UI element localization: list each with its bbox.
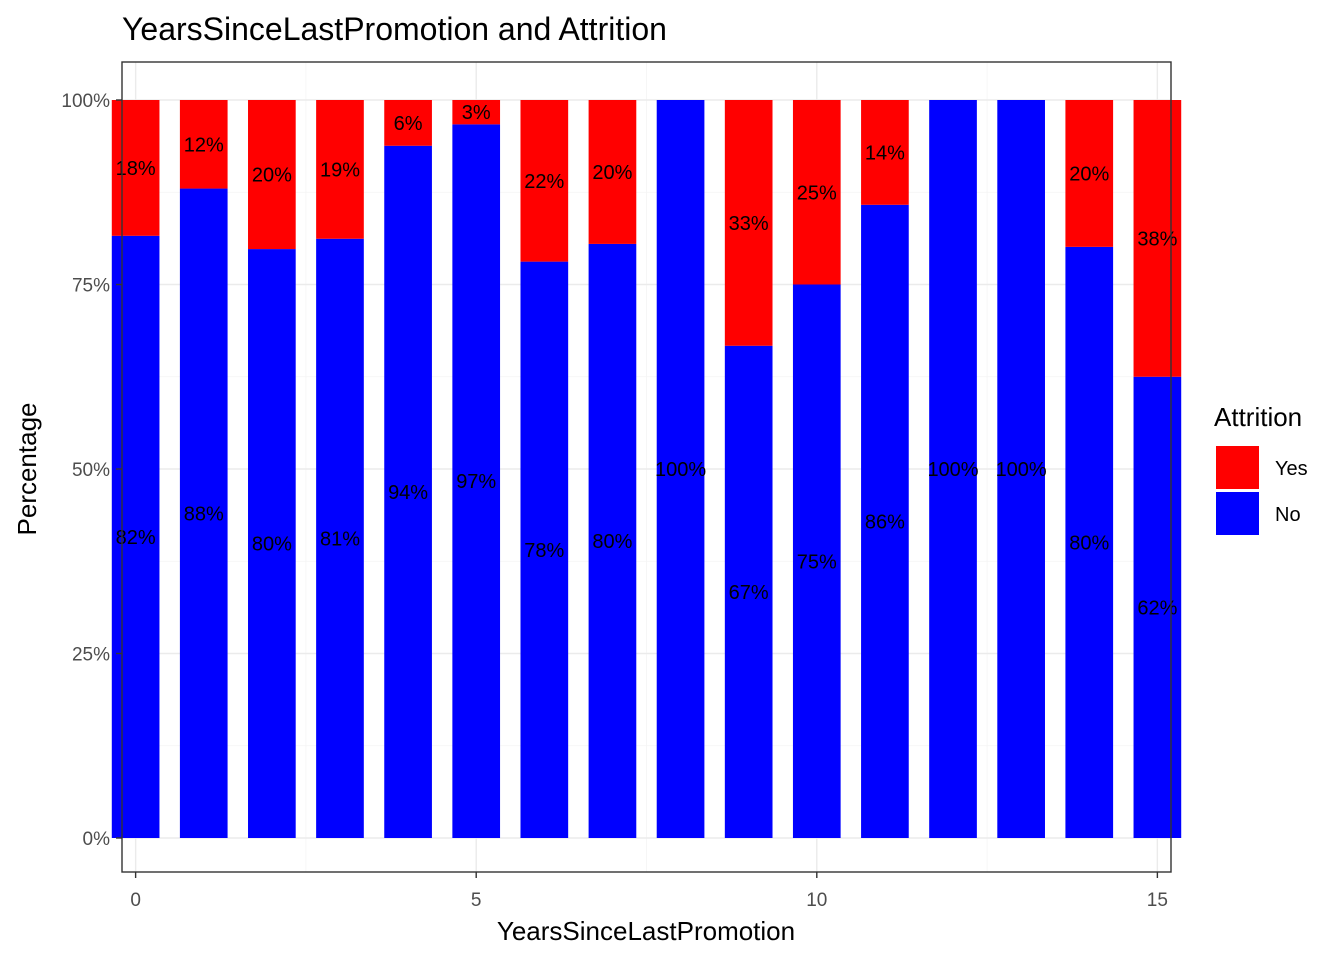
data-label-no: 62% [1137, 597, 1177, 619]
bar-yes [111, 100, 160, 236]
data-label-no: 86% [865, 511, 905, 533]
data-label-yes: 22% [524, 171, 564, 193]
y-tick-label: 75% [72, 276, 110, 297]
data-label-yes: 20% [592, 162, 632, 184]
data-label-yes: 12% [184, 134, 224, 156]
bar-no [179, 188, 228, 838]
bar-yes [316, 100, 364, 239]
bar-no [588, 243, 637, 838]
data-label-yes: 20% [252, 165, 292, 187]
bar-no [316, 238, 364, 838]
bar-yes [520, 100, 569, 262]
y-tick-label: 0% [83, 829, 111, 850]
x-tick-label: 0 [130, 890, 141, 911]
data-label-no: 81% [320, 528, 360, 550]
data-label-no: 67% [729, 582, 769, 604]
data-label-no: 82% [116, 527, 156, 549]
bar-no [861, 204, 909, 838]
data-label-yes: 14% [865, 142, 905, 164]
data-label-no: 100% [655, 459, 706, 481]
data-label-yes: 3% [462, 102, 491, 124]
bar-no [997, 100, 1045, 838]
legend-label-yes: Yes [1275, 458, 1308, 480]
plot-panel: 82% 18% 88% 12% 80% 20% 81% 19% 94% 6% 97% 3% 78% 22%… [111, 61, 1182, 873]
data-label-yes: 6% [394, 113, 423, 135]
bar-yes [724, 100, 773, 346]
data-label-no: 78% [524, 540, 564, 562]
legend-title: Attrition [1214, 402, 1302, 432]
data-label-yes: 19% [320, 159, 360, 181]
bar-no [452, 124, 501, 838]
data-label-no: 100% [927, 459, 978, 481]
bar-yes [1133, 100, 1182, 377]
data-label-yes: 20% [1069, 163, 1109, 185]
bar-yes [452, 100, 501, 125]
bar-no [656, 100, 705, 838]
legend-items: Yes No [1216, 446, 1308, 535]
bar-yes [1065, 100, 1114, 247]
data-label-yes: 25% [797, 182, 837, 204]
legend-swatch-no [1216, 492, 1259, 535]
y-axis-title: Percentage [12, 403, 42, 536]
legend: Attrition Yes No [1214, 402, 1308, 535]
data-label-yes: 18% [116, 158, 156, 180]
bar-yes [861, 100, 909, 205]
data-label-no: 100% [996, 459, 1047, 481]
panel-border [121, 61, 1172, 873]
data-label-no: 80% [592, 531, 632, 553]
bar-series [111, 100, 1182, 839]
x-axis: 0 5 10 15 [130, 872, 1168, 911]
legend-swatch-yes [1216, 446, 1259, 489]
data-label-yes: 38% [1137, 228, 1177, 250]
bar-yes [588, 100, 637, 244]
bar-no [384, 145, 432, 839]
bar-no [520, 261, 569, 838]
y-tick-label: 25% [72, 645, 110, 666]
x-tick-label: 10 [806, 890, 827, 911]
bar-no [792, 284, 841, 838]
bar-yes [248, 100, 296, 250]
data-label-no: 75% [797, 551, 837, 573]
x-axis-title: YearsSinceLastPromotion [497, 916, 795, 946]
y-tick-label: 50% [72, 460, 110, 481]
bar-no [1133, 376, 1182, 838]
data-label-no: 94% [388, 482, 428, 504]
bar-yes [792, 100, 841, 285]
legend-label-no: No [1275, 504, 1301, 526]
bar-no [929, 100, 977, 838]
x-tick-label: 5 [471, 890, 482, 911]
bar-no [724, 345, 773, 838]
bar-no [248, 249, 296, 839]
chart-title: YearsSinceLastPromotion and Attrition [122, 11, 667, 47]
bar-no [111, 235, 160, 839]
data-label-no: 97% [456, 471, 496, 493]
bar-yes [179, 100, 228, 189]
data-label-yes: 33% [729, 213, 769, 235]
data-label-no: 80% [252, 534, 292, 556]
y-axis: 0% 25% 50% 75% 100% [61, 91, 122, 850]
y-tick-label: 100% [61, 91, 110, 112]
data-label-no: 88% [184, 503, 224, 525]
bar-no [1065, 246, 1114, 838]
bar-yes [384, 100, 432, 146]
x-tick-label: 15 [1147, 890, 1168, 911]
data-label-no: 80% [1069, 532, 1109, 554]
data-labels: 82% 18% 88% 12% 80% 20% 81% 19% 94% 6% 97% 3% 78% 22%… [116, 102, 1178, 619]
